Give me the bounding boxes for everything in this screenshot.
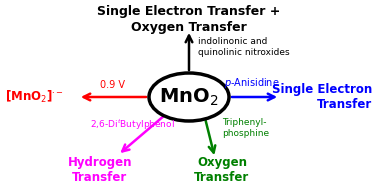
Text: Single Electron Transfer +
Oxygen Transfer: Single Electron Transfer + Oxygen Transf… xyxy=(97,5,281,34)
Text: Oxygen
Transfer: Oxygen Transfer xyxy=(194,156,249,183)
Ellipse shape xyxy=(149,73,229,121)
Text: Triphenyl-
phosphine: Triphenyl- phosphine xyxy=(222,118,269,138)
Text: 2,6-Di$^t$Butylphenol: 2,6-Di$^t$Butylphenol xyxy=(90,118,175,132)
Text: Single Electron
Transfer: Single Electron Transfer xyxy=(272,83,372,111)
Text: indolinonic and
quinolinic nitroxides: indolinonic and quinolinic nitroxides xyxy=(198,37,290,57)
Text: 0.9 V: 0.9 V xyxy=(99,80,124,90)
Text: $p$-Anisidine: $p$-Anisidine xyxy=(224,76,280,90)
Text: [MnO$_2$]$^{\cdot-}$: [MnO$_2$]$^{\cdot-}$ xyxy=(5,89,64,105)
Text: MnO$_2$: MnO$_2$ xyxy=(160,86,218,108)
Text: Hydrogen
Transfer: Hydrogen Transfer xyxy=(68,156,132,183)
